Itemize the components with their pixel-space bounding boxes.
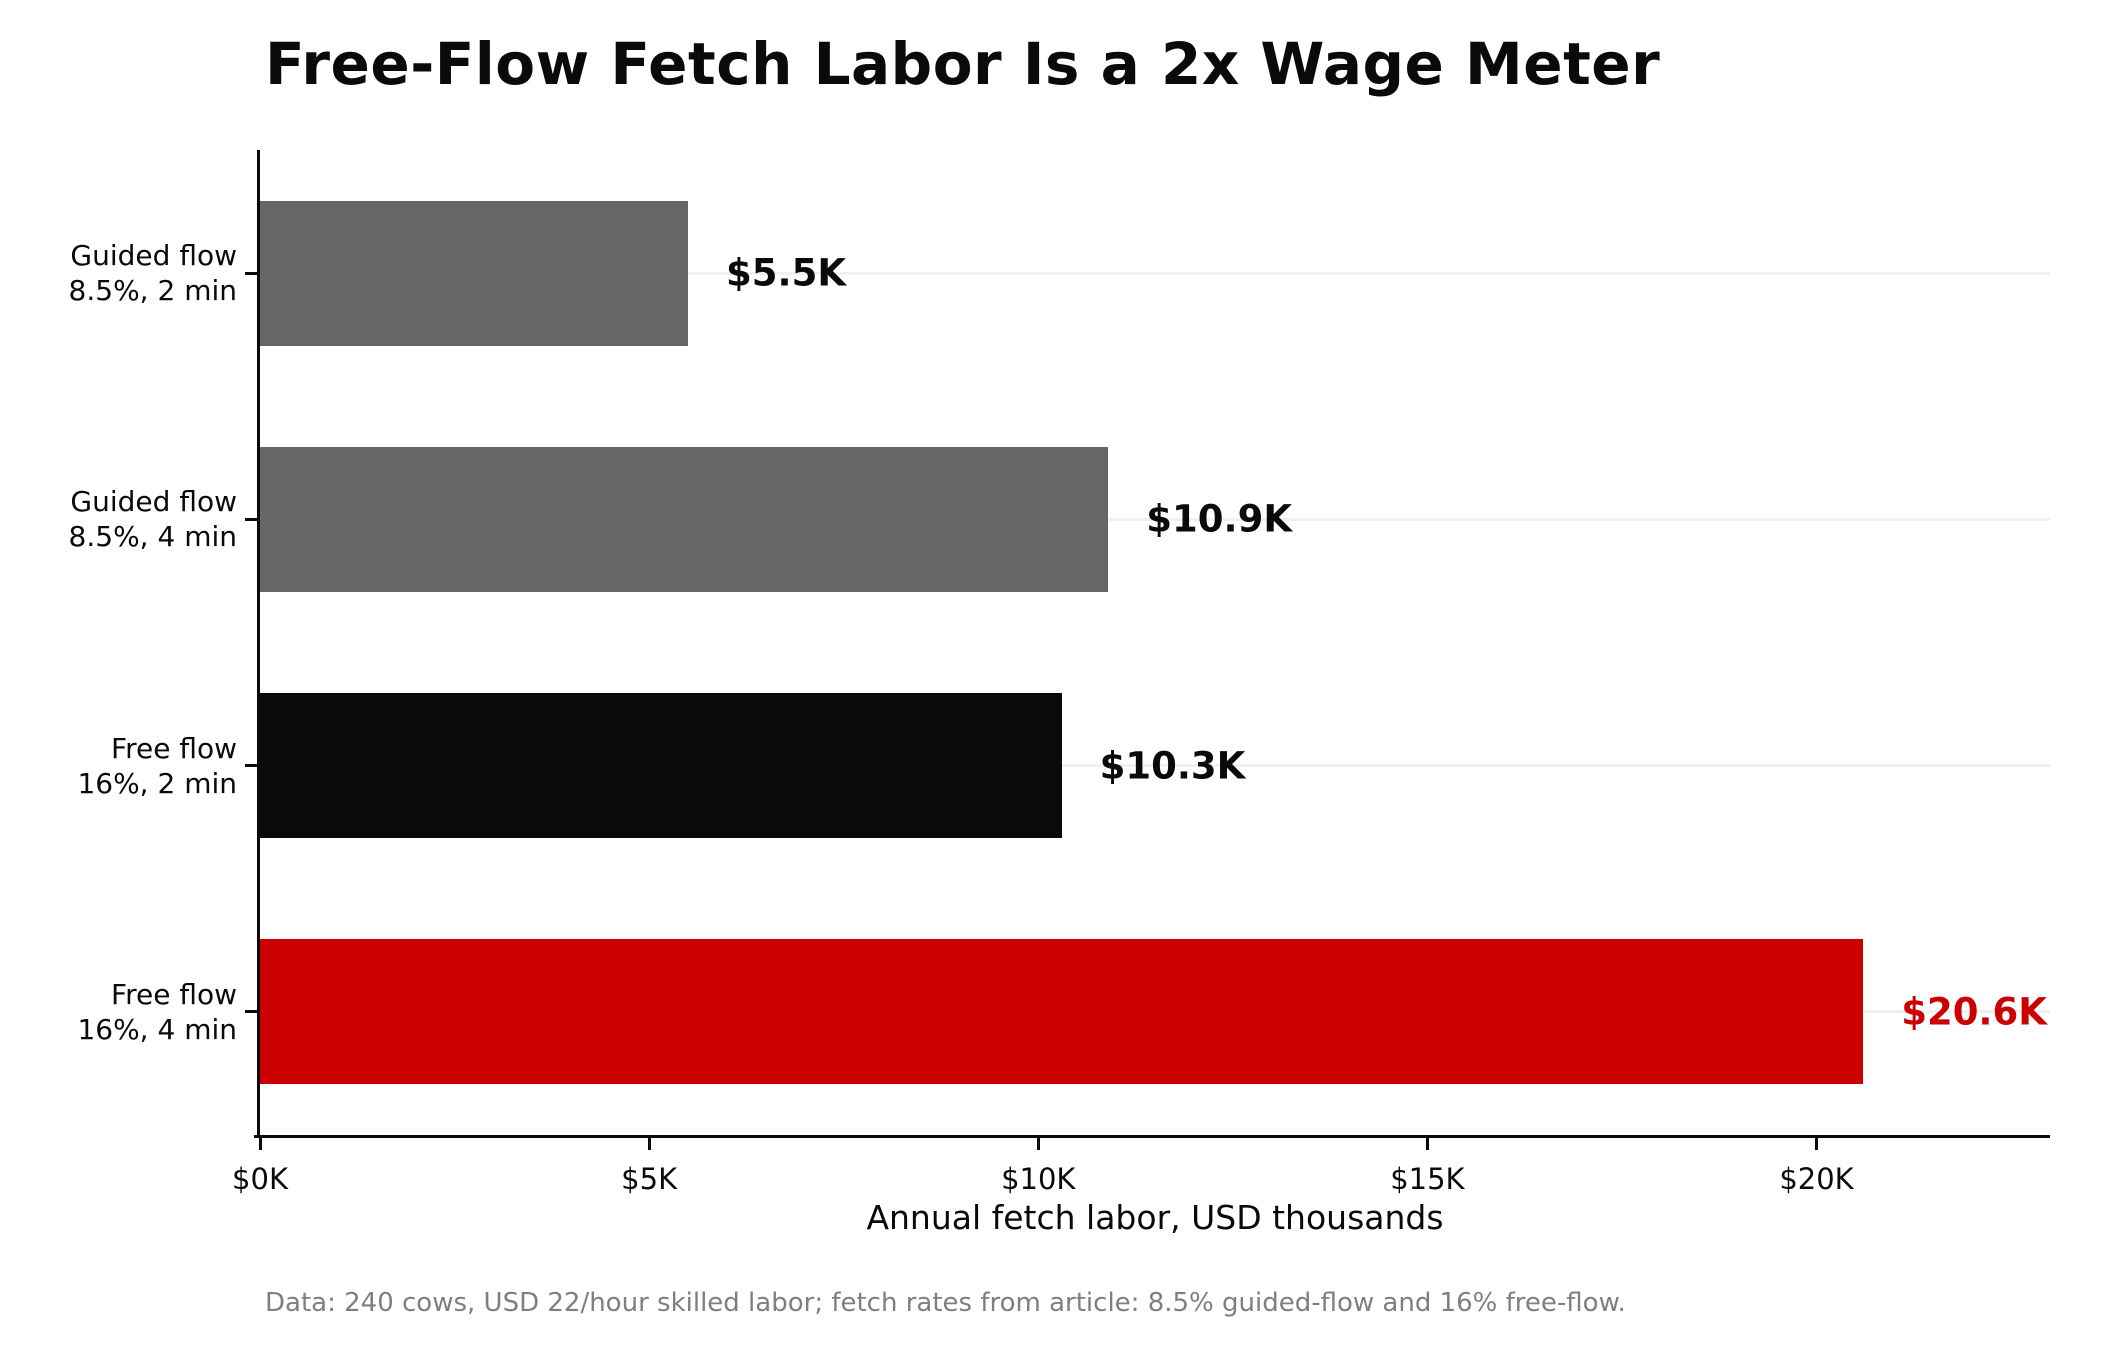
x-axis-tick [1425, 1138, 1429, 1150]
y-category-label: Guided flow 8.5%, 4 min [68, 485, 237, 554]
bar [260, 939, 1864, 1085]
y-category-label: Guided flow 8.5%, 2 min [68, 239, 237, 308]
y-axis-line [257, 150, 260, 1138]
gridline [260, 271, 2050, 275]
gridline [260, 517, 2050, 521]
bar-value-label: $10.9K [1146, 497, 1293, 541]
chart-title: Free-Flow Fetch Labor Is a 2x Wage Meter [265, 30, 1661, 98]
x-tick-label: $5K [621, 1162, 678, 1196]
x-axis-tick [258, 1138, 262, 1150]
x-tick-label: $0K [232, 1162, 288, 1196]
gridline [260, 764, 2050, 768]
x-tick-label: $10K [1001, 1162, 1076, 1196]
y-category-label: Free flow 16%, 4 min [77, 977, 237, 1046]
plot-area: $5.5K $10.9K $10.3K $20.6K $0K $5K $10K $15K $20… [232, 150, 2050, 1196]
x-axis-title: Annual fetch labor, USD thousands [866, 1198, 1444, 1237]
bar-value-label: $20.6K [1901, 990, 2047, 1034]
bar [260, 446, 1109, 592]
y-axis-tick [245, 271, 257, 275]
y-category-label: Free flow 16%, 2 min [77, 731, 237, 800]
bar [260, 693, 1062, 839]
x-axis-line [254, 1135, 2050, 1138]
x-axis-tick [647, 1138, 651, 1150]
bar-value-label: $5.5K [726, 251, 846, 295]
y-axis-tick [245, 764, 257, 768]
x-tick-label: $20K [1779, 1162, 1854, 1196]
x-tick-label: $15K [1390, 1162, 1465, 1196]
x-axis-tick [1036, 1138, 1040, 1150]
bar [260, 200, 689, 346]
y-axis-tick [245, 517, 257, 521]
footnote: Data: 240 cows, USD 22/hour skilled labo… [265, 1288, 1626, 1318]
bar-value-label: $10.3K [1099, 744, 1246, 788]
x-axis-tick [1815, 1138, 1819, 1150]
y-axis-tick [245, 1010, 257, 1014]
